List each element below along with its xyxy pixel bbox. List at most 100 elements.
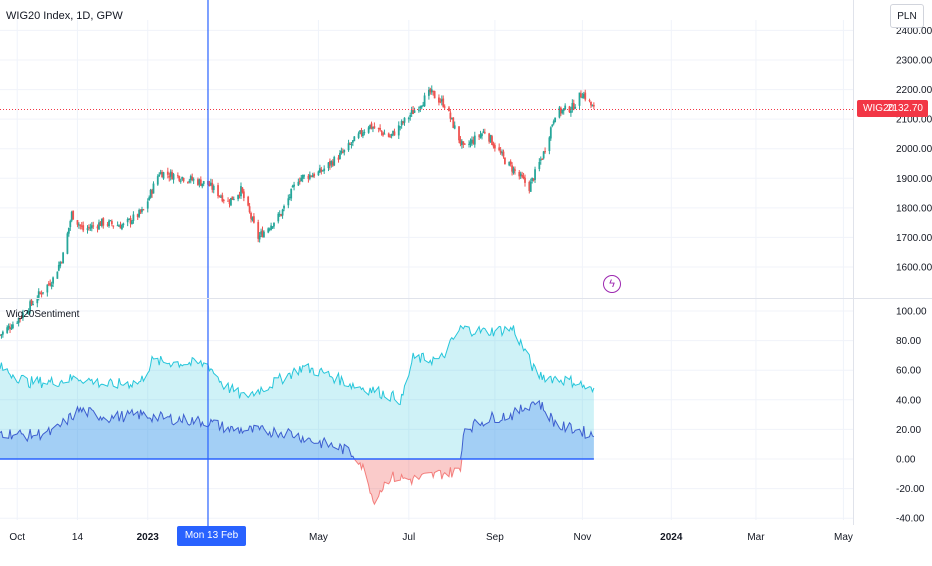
candle-body <box>281 209 284 216</box>
candle-body <box>347 143 350 151</box>
candle-body <box>360 130 363 135</box>
candle-body <box>88 226 90 228</box>
candle-body <box>584 92 587 100</box>
candle-body <box>440 99 443 102</box>
candle-body <box>20 317 23 319</box>
lightning-icon[interactable]: ϟ <box>603 275 621 293</box>
candle-body <box>534 169 536 180</box>
candle-body <box>222 199 225 201</box>
candle-body <box>581 96 584 99</box>
candle-body <box>162 172 165 179</box>
time-tick-label: Nov <box>573 532 591 543</box>
candle-body <box>561 109 564 114</box>
candle-body <box>298 180 301 182</box>
candle-body <box>238 194 241 196</box>
candle-body <box>529 181 532 192</box>
sentiment-negative-area <box>0 459 594 505</box>
candle-body <box>121 225 123 230</box>
candle-body <box>248 206 251 213</box>
candle-body <box>141 208 143 212</box>
indicator-title[interactable]: Wig20Sentiment <box>6 309 80 320</box>
candle-body <box>270 225 273 230</box>
candle-body <box>237 194 240 200</box>
time-tick-label: 2023 <box>137 532 160 543</box>
candle-body <box>373 126 376 129</box>
candle-body <box>273 222 275 227</box>
price-axis[interactable]: 1600.00 1700.00 1800.00 1900.00 2000.00 2100.… <box>896 26 932 274</box>
candle-body <box>59 261 62 267</box>
candle-body <box>187 181 189 183</box>
candle-body <box>544 151 546 153</box>
candle-body <box>514 169 516 171</box>
candle-body <box>512 168 515 174</box>
candle-body <box>197 179 199 185</box>
candle-body <box>399 126 402 128</box>
candle-body <box>119 225 122 229</box>
candle-body <box>317 171 320 176</box>
candle-body <box>99 222 102 226</box>
candle-body <box>393 131 396 136</box>
candle-body <box>142 209 145 211</box>
candle-body <box>462 141 465 145</box>
sentiment-upper-line <box>0 324 595 406</box>
candle-body <box>67 227 70 234</box>
candle-body <box>110 221 113 225</box>
candle-body <box>369 124 371 129</box>
candle-body <box>370 123 373 129</box>
time-axis[interactable]: Oct 14 2023 May Jul Sep Nov 2024 Mar May <box>9 532 852 543</box>
candle-body <box>251 217 254 221</box>
currency-button[interactable]: PLN <box>890 4 924 28</box>
candle-body <box>443 106 446 108</box>
candle-body <box>481 133 483 136</box>
candle-body <box>250 212 252 219</box>
candle-body <box>419 106 422 109</box>
candle-body <box>166 171 169 175</box>
time-tick-label: Oct <box>9 532 25 543</box>
indicator-tick-label: 60.00 <box>896 366 921 377</box>
indicator-tick-label: -40.00 <box>896 514 925 525</box>
candle-body <box>359 130 361 133</box>
candle-body <box>69 221 72 228</box>
candle-body <box>473 135 476 145</box>
candle-body <box>27 311 30 313</box>
price-tick-label: 1900.00 <box>896 174 932 185</box>
candle-body <box>429 88 432 93</box>
price-tick-label: 1600.00 <box>896 263 932 274</box>
chart-canvas[interactable]: 1600.00 1700.00 1800.00 1900.00 2000.00 2100.… <box>0 0 932 550</box>
candle-body <box>179 180 182 182</box>
sentiment-negative-line <box>0 458 594 506</box>
candle-body <box>568 106 571 113</box>
candle-body <box>519 173 522 176</box>
candle-body <box>392 130 394 134</box>
candle-body <box>220 196 222 198</box>
candle-body <box>212 186 215 191</box>
candle-body <box>100 218 103 226</box>
candle-body <box>318 168 321 173</box>
indicator-tick-label: 100.00 <box>896 307 927 318</box>
candle-body <box>417 109 420 111</box>
candle-body <box>387 133 390 137</box>
indicator-axis[interactable]: -40.00 -20.00 0.00 20.00 40.00 60.00 80.00 100.… <box>896 307 927 525</box>
candle-body <box>230 197 232 206</box>
candle-body <box>106 224 109 226</box>
candle-body <box>32 304 34 306</box>
candle-body <box>498 147 501 151</box>
price-tick-label: 2400.00 <box>896 26 932 37</box>
candle-body <box>588 100 591 102</box>
candle-body <box>66 233 69 254</box>
sentiment-series <box>0 324 595 506</box>
candle-body <box>380 130 383 132</box>
candle-body <box>339 152 341 160</box>
candle-body <box>138 209 141 217</box>
candle-body <box>572 103 575 110</box>
candle-body <box>139 209 142 213</box>
candle-body <box>383 133 386 135</box>
candle-body <box>267 228 270 233</box>
candle-body <box>118 225 120 227</box>
sentiment-lower-area <box>0 400 594 459</box>
candle-body <box>472 139 475 144</box>
candle-body <box>430 89 433 93</box>
candle-body <box>62 252 65 264</box>
candle-body <box>96 226 99 229</box>
candle-body <box>403 117 406 123</box>
